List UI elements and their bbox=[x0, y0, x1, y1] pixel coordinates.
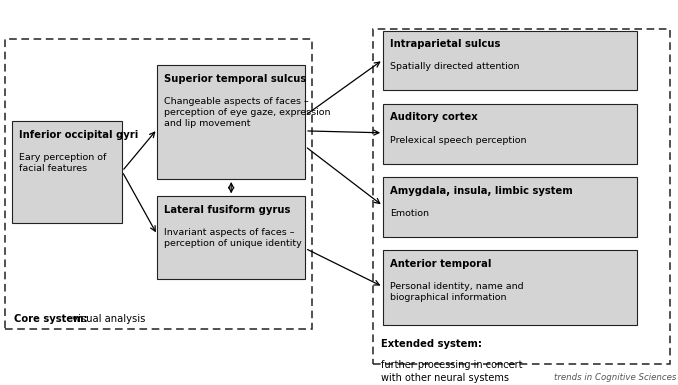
Text: Superior temporal sulcus: Superior temporal sulcus bbox=[164, 74, 306, 84]
Text: Changeable aspects of faces –
perception of eye gaze, expression
and lip movemen: Changeable aspects of faces – perception… bbox=[164, 97, 331, 128]
Text: visual analysis: visual analysis bbox=[69, 314, 146, 324]
Text: Core system:: Core system: bbox=[14, 314, 87, 324]
Text: Inferior occipital gyri: Inferior occipital gyri bbox=[19, 130, 138, 140]
Bar bbox=[5, 38, 312, 329]
Bar bbox=[383, 250, 637, 325]
Bar bbox=[12, 121, 122, 223]
Bar bbox=[157, 196, 305, 279]
Text: further processing in concert
with other neural systems: further processing in concert with other… bbox=[381, 360, 523, 383]
Text: Invariant aspects of faces –
perception of unique identity: Invariant aspects of faces – perception … bbox=[164, 228, 302, 248]
Text: trends in Cognitive Sciences: trends in Cognitive Sciences bbox=[555, 373, 677, 382]
Text: Emotion: Emotion bbox=[390, 209, 429, 218]
Text: Amygdala, insula, limbic system: Amygdala, insula, limbic system bbox=[390, 186, 573, 196]
Text: Anterior temporal: Anterior temporal bbox=[390, 259, 492, 269]
Text: Auditory cortex: Auditory cortex bbox=[390, 112, 477, 122]
Text: Intraparietal sulcus: Intraparietal sulcus bbox=[390, 39, 500, 49]
Bar bbox=[383, 177, 637, 237]
Bar bbox=[373, 29, 670, 364]
Text: Spatially directed attention: Spatially directed attention bbox=[390, 62, 519, 71]
Bar bbox=[383, 31, 637, 90]
Text: Personal identity, name and
biographical information: Personal identity, name and biographical… bbox=[390, 282, 523, 302]
Bar bbox=[157, 65, 305, 179]
Text: Lateral fusiform gyrus: Lateral fusiform gyrus bbox=[164, 205, 290, 215]
Bar bbox=[383, 104, 637, 164]
Text: Prelexical speech perception: Prelexical speech perception bbox=[390, 136, 526, 144]
Text: Extended system:: Extended system: bbox=[381, 339, 482, 349]
Text: Eary perception of
facial features: Eary perception of facial features bbox=[19, 153, 106, 173]
